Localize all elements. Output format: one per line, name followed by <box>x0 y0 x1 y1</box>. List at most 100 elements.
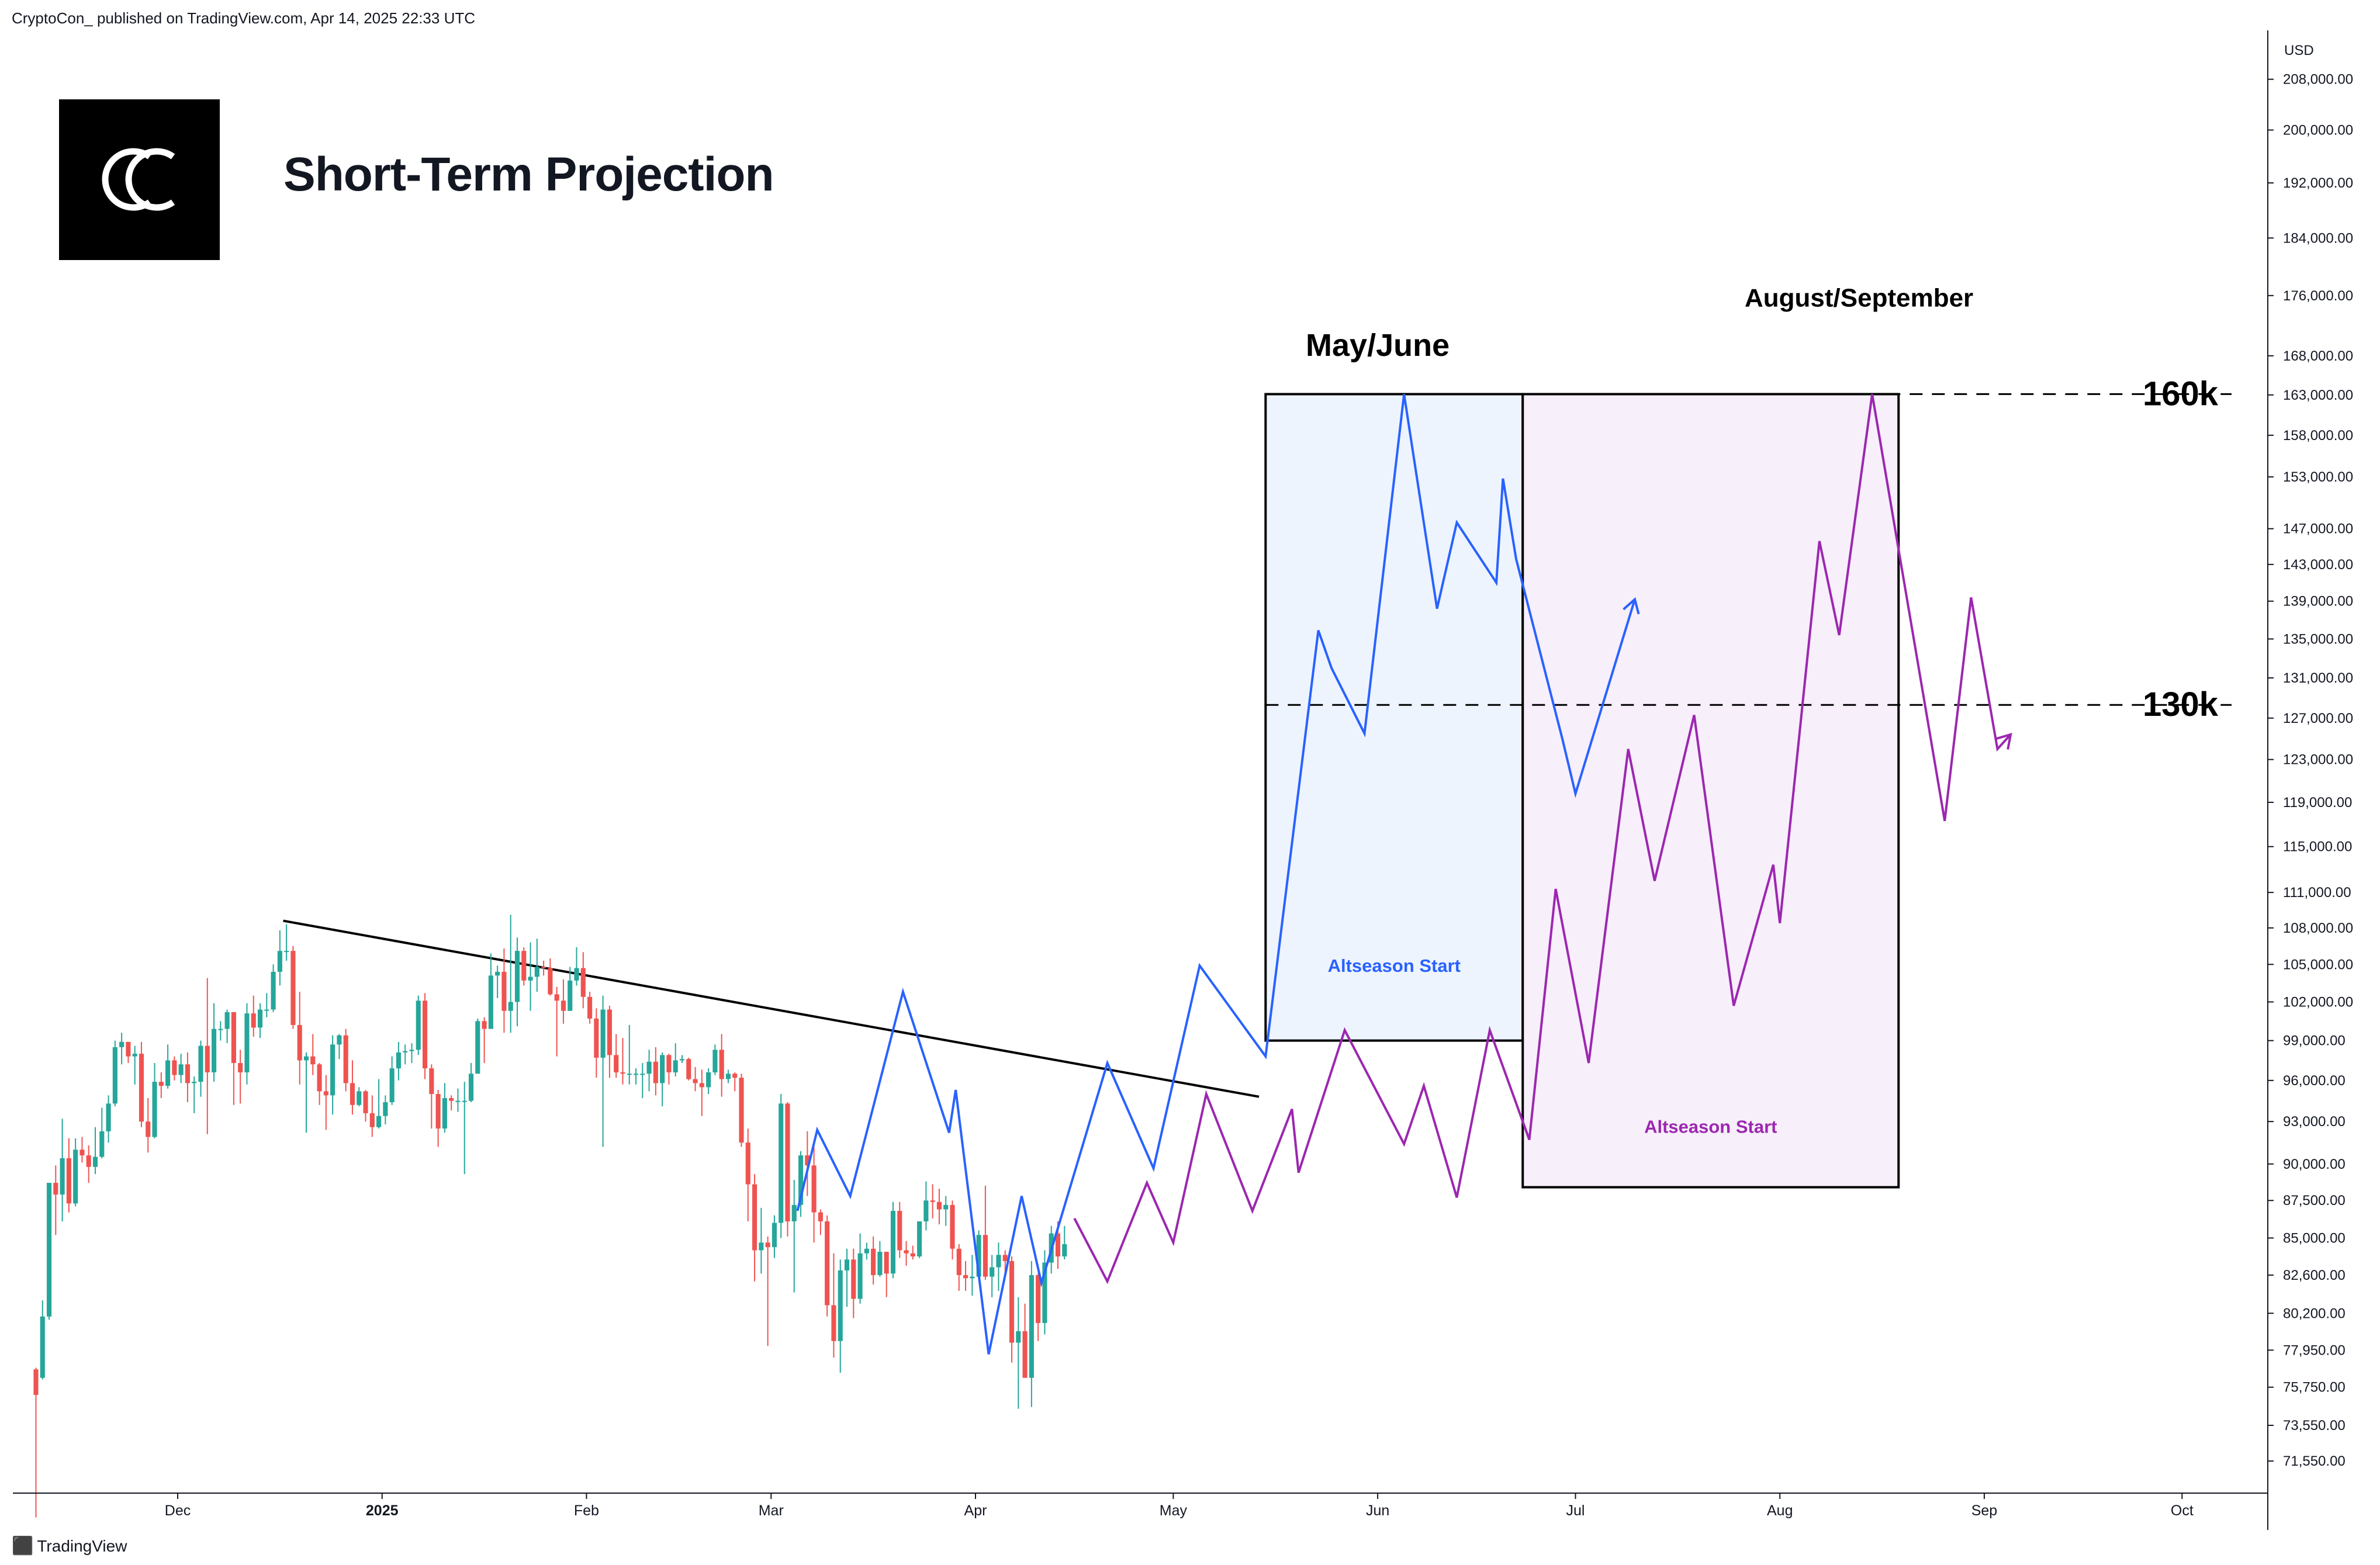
x-tick-label: Aug <box>1767 1502 1793 1519</box>
y-tick-label: 168,000.00 <box>2283 348 2353 364</box>
x-tick-label: Apr <box>964 1502 987 1519</box>
tradingview-brand[interactable]: ⬛ TradingView <box>12 1536 127 1556</box>
candle-body <box>501 971 507 1011</box>
candlesticks[interactable] <box>33 915 1067 1518</box>
price-levels: 160k 130k <box>1265 375 2232 723</box>
candle-body <box>805 1155 810 1166</box>
candle <box>607 1006 612 1078</box>
tradingview-logo-icon: ⬛ <box>12 1536 33 1556</box>
candle <box>132 1045 137 1085</box>
y-tick-label: 99,000.00 <box>2283 1033 2346 1049</box>
candle <box>46 1183 52 1320</box>
candle-body <box>488 975 493 1029</box>
candle <box>554 986 559 1057</box>
candle-body <box>607 1009 612 1055</box>
candle-body <box>1009 1261 1015 1343</box>
candle <box>205 978 210 1134</box>
candle <box>963 1261 968 1291</box>
candle-body <box>40 1316 45 1378</box>
candle-body <box>706 1072 711 1088</box>
candle-body <box>614 1055 619 1073</box>
candle <box>264 993 269 1017</box>
candle-body <box>158 1082 164 1086</box>
publish-info: CryptoCon_ published on TradingView.com,… <box>12 9 475 27</box>
projection-paths <box>796 394 2012 1355</box>
candle <box>152 1063 157 1138</box>
candle <box>745 1128 750 1221</box>
y-tick-label: 200,000.00 <box>2283 123 2353 139</box>
candle-body <box>1055 1233 1061 1256</box>
tradingview-label: TradingView <box>37 1536 127 1555</box>
candle <box>1016 1297 1021 1409</box>
candle-body <box>205 1045 210 1073</box>
candle-body <box>739 1078 744 1143</box>
y-tick-label: 105,000.00 <box>2283 957 2353 972</box>
x-tick-label: Dec <box>165 1502 191 1519</box>
candle-body <box>765 1242 770 1248</box>
candle-body <box>475 1021 480 1074</box>
candle-body <box>1036 1275 1041 1323</box>
trendline <box>283 919 1260 1098</box>
candle <box>337 1034 342 1060</box>
candle <box>92 1127 98 1175</box>
candle-body <box>389 1068 395 1103</box>
candle-body <box>224 1012 230 1029</box>
candle <box>482 1017 487 1064</box>
candle-body <box>422 1000 428 1069</box>
candle-body <box>376 1116 382 1127</box>
candle <box>844 1248 850 1307</box>
y-tick-label: 102,000.00 <box>2283 994 2353 1010</box>
candle <box>442 1083 447 1133</box>
candle-body <box>139 1054 144 1122</box>
candle <box>917 1221 922 1258</box>
candle <box>468 1063 474 1103</box>
candle-body <box>192 1082 197 1083</box>
candle <box>422 993 428 1079</box>
candle <box>614 1034 619 1078</box>
candle <box>633 1068 639 1085</box>
candle-body <box>508 1002 513 1011</box>
y-tick-label: 111,000.00 <box>2283 885 2351 901</box>
trendline-group <box>283 919 1260 1098</box>
candle <box>99 1107 105 1158</box>
candle <box>779 1094 784 1238</box>
candle <box>106 1095 111 1143</box>
candle <box>192 1076 197 1113</box>
candle-body <box>271 971 276 1010</box>
candle <box>548 958 553 996</box>
candle-body <box>92 1157 98 1167</box>
candle <box>409 1043 414 1064</box>
candle <box>673 1043 678 1076</box>
candle <box>897 1202 902 1258</box>
candle-body <box>791 1204 797 1221</box>
candle-body <box>146 1121 151 1137</box>
candle <box>1036 1273 1041 1341</box>
candle <box>495 965 500 998</box>
candle <box>719 1034 724 1097</box>
candle <box>725 1069 731 1083</box>
candle <box>666 1054 672 1085</box>
candle-body <box>798 1155 804 1205</box>
candle-body <box>396 1052 401 1069</box>
candle <box>660 1052 665 1107</box>
candle-body <box>897 1211 902 1251</box>
candle <box>501 948 507 1033</box>
candle <box>369 1095 375 1137</box>
y-tick-label: 184,000.00 <box>2283 230 2353 246</box>
candle-body <box>86 1155 91 1167</box>
projection-zones: Altseason Start Altseason Start <box>1264 393 1900 1189</box>
candle <box>930 1184 935 1218</box>
candle-body <box>779 1103 784 1223</box>
candle-body <box>46 1183 52 1317</box>
candle-body <box>416 1000 421 1050</box>
candle-body <box>838 1270 843 1341</box>
candle <box>818 1209 823 1235</box>
candle <box>343 1029 348 1092</box>
axes[interactable]: USD <box>13 30 2314 1530</box>
candle <box>449 1095 454 1111</box>
candle <box>640 1063 645 1099</box>
candle <box>811 1147 817 1243</box>
candle-body <box>455 1100 461 1102</box>
candle-body <box>844 1259 850 1270</box>
